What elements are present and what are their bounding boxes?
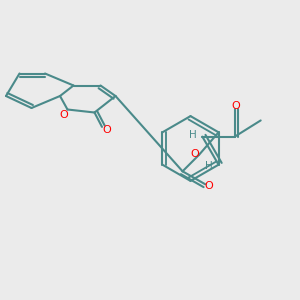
Text: O: O — [231, 100, 240, 110]
Text: H: H — [189, 130, 196, 140]
Text: O: O — [59, 110, 68, 120]
Text: O: O — [190, 149, 199, 159]
Text: O: O — [102, 125, 111, 135]
Text: O: O — [205, 181, 213, 191]
Text: H: H — [205, 161, 213, 171]
